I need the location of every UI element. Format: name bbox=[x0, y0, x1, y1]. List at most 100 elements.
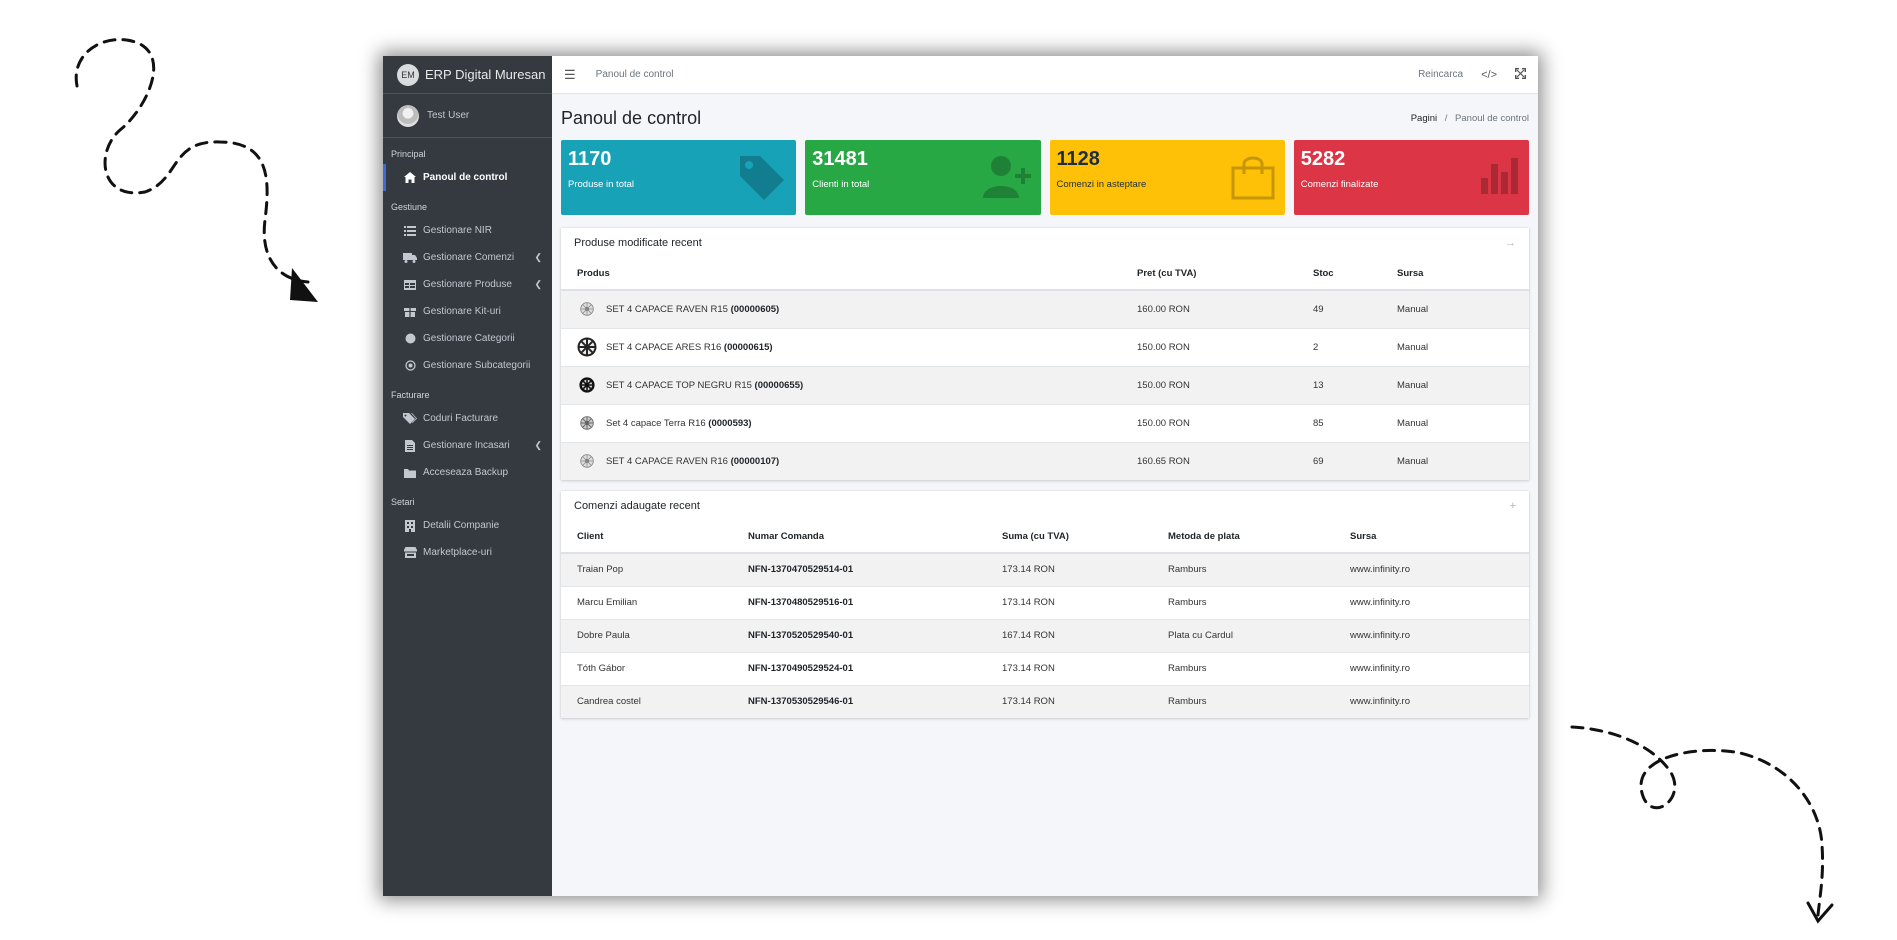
folder-icon bbox=[403, 467, 417, 479]
stat-value: 5282 bbox=[1300, 148, 1346, 170]
file-icon bbox=[403, 439, 417, 452]
reload-button[interactable]: Reincarca bbox=[1418, 69, 1464, 80]
table-row[interactable]: Traian Pop NFN-1370470529514-01 173.14 R… bbox=[561, 552, 1529, 586]
product-name: SET 4 CAPACE ARES R16 bbox=[606, 341, 722, 353]
order-number: NFN-1370480529516-01 bbox=[748, 597, 854, 608]
table-row[interactable]: Candrea costel NFN-1370530529546-01 173.… bbox=[561, 684, 1529, 718]
sidebar-item-label: Gestionare Kit-uri bbox=[423, 306, 501, 317]
circle-icon bbox=[403, 333, 417, 345]
client-cell: Tóth Gábor bbox=[561, 651, 732, 685]
sidebar-item-gestionare-incasari[interactable]: Gestionare Incasari ❮ bbox=[383, 432, 552, 459]
sidebar-item-coduri-facturare[interactable]: Coduri Facturare bbox=[383, 405, 552, 432]
sum-cell: 173.14 RON bbox=[986, 651, 1152, 685]
brand-name: ERP Digital Muresan bbox=[425, 67, 546, 82]
brand-logo: EM bbox=[397, 63, 419, 86]
price-cell: 150.00 RON bbox=[1121, 403, 1297, 442]
column-header: Suma (cu TVA) bbox=[986, 520, 1152, 554]
product-cell: Set 4 capace Terra R16 (0000593) bbox=[561, 403, 1121, 442]
recent-products-card: Produse modificate recent → Produs Pret … bbox=[561, 228, 1529, 480]
user-name: Test User bbox=[427, 110, 470, 121]
stock-cell: 85 bbox=[1297, 403, 1381, 442]
source-cell: www.infinity.ro bbox=[1334, 684, 1529, 718]
hubcap-image bbox=[577, 451, 597, 471]
stat-label: Comenzi finalizate bbox=[1300, 179, 1379, 190]
stat-box-comenzi-asteptare[interactable]: 1128 Comenzi in asteptare bbox=[1049, 140, 1285, 215]
stat-value: 31481 bbox=[812, 148, 868, 170]
stat-value: 1170 bbox=[568, 148, 612, 170]
column-header: Metoda de plata bbox=[1152, 520, 1334, 554]
payment-cell: Ramburs bbox=[1152, 684, 1334, 718]
code-icon[interactable]: </> bbox=[1481, 68, 1497, 81]
column-header: Stoc bbox=[1297, 257, 1381, 291]
breadcrumb: Pagini / Panoul de control bbox=[1411, 113, 1529, 124]
order-number-cell: NFN-1370480529516-01 bbox=[732, 585, 986, 619]
recent-orders-table: Client Numar Comanda Suma (cu TVA) Metod… bbox=[561, 520, 1529, 718]
card-title: Produse modificate recent bbox=[574, 236, 702, 249]
stock-cell: 49 bbox=[1297, 289, 1381, 328]
shopping-bag-icon bbox=[1231, 154, 1275, 205]
column-header: Sursa bbox=[1381, 257, 1529, 291]
arrow-right-icon[interactable]: → bbox=[1505, 236, 1516, 249]
table-header-row: Client Numar Comanda Suma (cu TVA) Metod… bbox=[561, 520, 1529, 554]
sidebar-item-acceseaza-backup[interactable]: Acceseaza Backup bbox=[383, 459, 552, 486]
sidebar-item-label: Panoul de control bbox=[423, 172, 508, 183]
price-cell: 160.00 RON bbox=[1121, 289, 1297, 328]
stat-label: Produse in total bbox=[568, 179, 635, 190]
product-name: Set 4 capace Terra R16 bbox=[606, 417, 706, 429]
brand-link[interactable]: EM ERP Digital Muresan bbox=[383, 56, 552, 94]
sidebar-item-gestionare-comenzi[interactable]: Gestionare Comenzi ❮ bbox=[383, 244, 552, 271]
table-row[interactable]: Tóth Gábor NFN-1370490529524-01 173.14 R… bbox=[561, 651, 1529, 685]
sidebar-item-label: Gestionare Comenzi bbox=[423, 252, 515, 263]
breadcrumb-link-pagini[interactable]: Pagini bbox=[1410, 112, 1438, 124]
hubcap-image bbox=[577, 337, 597, 357]
price-cell: 150.00 RON bbox=[1121, 365, 1297, 404]
sidebar-item-detalii-companie[interactable]: Detalii Companie bbox=[383, 512, 552, 539]
table-row[interactable]: SET 4 CAPACE ARES R16 (00000615) 150.00 … bbox=[561, 327, 1529, 366]
sidebar-item-gestionare-categorii[interactable]: Gestionare Categorii bbox=[383, 325, 552, 352]
expand-icon[interactable] bbox=[1515, 67, 1526, 82]
table-row[interactable]: Marcu Emilian NFN-1370480529516-01 173.1… bbox=[561, 585, 1529, 619]
order-number-cell: NFN-1370520529540-01 bbox=[732, 618, 986, 652]
menu-toggle-icon[interactable]: ☰ bbox=[564, 66, 576, 82]
table-row[interactable]: SET 4 CAPACE RAVEN R16 (00000107) 160.65… bbox=[561, 441, 1529, 480]
table-row[interactable]: Dobre Paula NFN-1370520529540-01 167.14 … bbox=[561, 618, 1529, 652]
chevron-left-icon: ❮ bbox=[534, 440, 542, 450]
content-header: Panoul de control Pagini / Panoul de con… bbox=[561, 104, 1529, 132]
user-panel[interactable]: Test User bbox=[383, 94, 552, 138]
table-row[interactable]: SET 4 CAPACE TOP NEGRU R15 (00000655) 15… bbox=[561, 365, 1529, 404]
sidebar-item-label: Coduri Facturare bbox=[423, 413, 499, 424]
topbar-link-panoul-de-control[interactable]: Panoul de control bbox=[595, 69, 674, 80]
app-window: EM ERP Digital Muresan Test User Princip… bbox=[383, 56, 1538, 896]
truck-icon bbox=[403, 252, 417, 264]
stat-box-comenzi-finalizate[interactable]: 5282 Comenzi finalizate bbox=[1293, 140, 1529, 215]
product-code: (00000655) bbox=[754, 379, 804, 391]
table-row[interactable]: Set 4 capace Terra R16 (0000593) 150.00 … bbox=[561, 403, 1529, 442]
payment-cell: Ramburs bbox=[1152, 651, 1334, 685]
chevron-left-icon: ❮ bbox=[534, 279, 542, 289]
sidebar-item-gestionare-subcategorii[interactable]: Gestionare Subcategorii bbox=[383, 352, 552, 379]
product-cell: SET 4 CAPACE TOP NEGRU R15 (00000655) bbox=[561, 365, 1121, 404]
column-header: Client bbox=[561, 520, 732, 554]
stat-box-produse[interactable]: 1170 Produse in total bbox=[561, 140, 797, 215]
plus-icon[interactable]: + bbox=[1509, 499, 1516, 512]
dashed-arrow-doodle-bottom bbox=[1570, 725, 1834, 924]
sidebar-item-marketplace-uri[interactable]: Marketplace-uri bbox=[383, 539, 552, 566]
sidebar-item-label: Gestionare NIR bbox=[423, 225, 492, 236]
bar-chart-icon bbox=[1479, 154, 1519, 199]
stock-cell: 2 bbox=[1297, 327, 1381, 366]
sidebar-item-label: Marketplace-uri bbox=[423, 547, 492, 558]
home-icon bbox=[403, 172, 417, 184]
column-header: Produs bbox=[561, 257, 1121, 291]
hubcap-image bbox=[577, 299, 597, 319]
sidebar-item-panoul-de-control[interactable]: Panoul de control bbox=[383, 164, 552, 191]
table-row[interactable]: SET 4 CAPACE RAVEN R15 (00000605) 160.00… bbox=[561, 289, 1529, 328]
sidebar-item-label: Acceseaza Backup bbox=[423, 467, 509, 478]
sidebar-item-gestionare-kituri[interactable]: Gestionare Kit-uri bbox=[383, 298, 552, 325]
source-cell: Manual bbox=[1381, 327, 1529, 366]
sidebar-item-gestionare-nir[interactable]: Gestionare NIR bbox=[383, 217, 552, 244]
sidebar-item-gestionare-produse[interactable]: Gestionare Produse ❮ bbox=[383, 271, 552, 298]
product-name: SET 4 CAPACE RAVEN R16 bbox=[606, 455, 728, 467]
chevron-left-icon: ❮ bbox=[534, 252, 542, 262]
payment-cell: Ramburs bbox=[1152, 552, 1334, 586]
stat-box-clienti[interactable]: 31481 Clienti in total bbox=[805, 140, 1041, 215]
